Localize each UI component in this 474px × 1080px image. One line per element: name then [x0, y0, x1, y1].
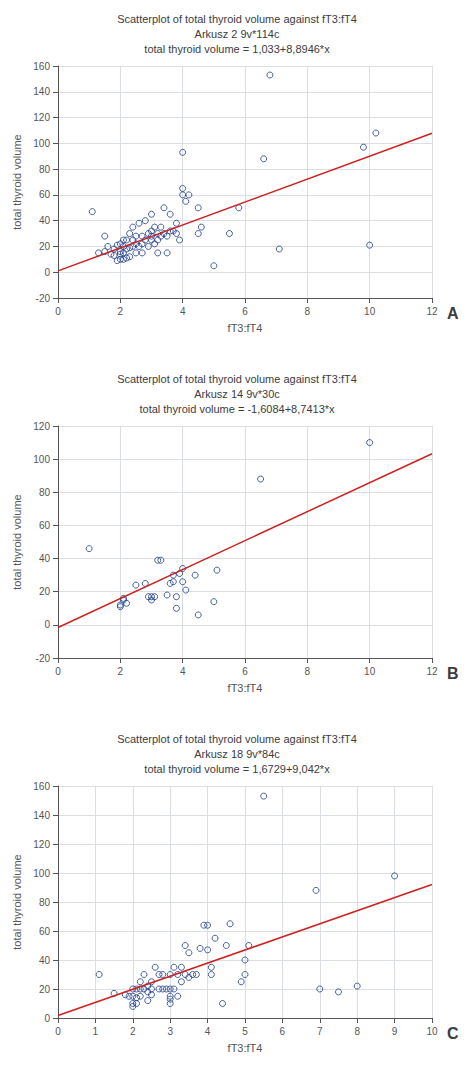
svg-text:4: 4 — [180, 306, 186, 317]
svg-text:4: 4 — [205, 1026, 211, 1037]
svg-text:60: 60 — [39, 926, 51, 937]
svg-text:20: 20 — [39, 984, 51, 995]
svg-text:100: 100 — [33, 868, 50, 879]
svg-text:40: 40 — [39, 553, 51, 564]
svg-text:A: A — [447, 305, 459, 322]
svg-text:160: 160 — [33, 781, 50, 792]
svg-text:-20: -20 — [36, 293, 51, 304]
svg-text:6: 6 — [242, 306, 248, 317]
svg-text:80: 80 — [39, 487, 51, 498]
svg-text:0: 0 — [44, 267, 50, 278]
svg-text:0: 0 — [44, 619, 50, 630]
svg-text:-20: -20 — [36, 653, 51, 664]
svg-text:10: 10 — [364, 306, 376, 317]
svg-text:fT3:fT4: fT3:fT4 — [228, 1042, 263, 1054]
svg-text:0: 0 — [44, 1013, 50, 1024]
svg-text:2: 2 — [130, 1026, 136, 1037]
svg-text:fT3:fT4: fT3:fT4 — [228, 322, 263, 334]
svg-text:total thyroid volume: total thyroid volume — [11, 494, 23, 589]
svg-text:fT3:fT4: fT3:fT4 — [228, 682, 263, 694]
svg-text:5: 5 — [242, 1026, 248, 1037]
svg-text:Arkusz 14 9v*30c: Arkusz 14 9v*30c — [194, 388, 280, 400]
svg-text:120: 120 — [33, 421, 50, 432]
svg-text:0: 0 — [55, 1026, 61, 1037]
svg-text:Scatterplot of total thyroid v: Scatterplot of total thyroid volume agai… — [117, 373, 357, 385]
svg-text:6: 6 — [280, 1026, 286, 1037]
svg-text:total thyroid volume = -1,6084: total thyroid volume = -1,6084+8,7413*x — [139, 403, 335, 415]
svg-text:60: 60 — [39, 520, 51, 531]
svg-text:10: 10 — [364, 666, 376, 677]
svg-text:100: 100 — [33, 454, 50, 465]
svg-text:1: 1 — [93, 1026, 99, 1037]
svg-text:4: 4 — [180, 666, 186, 677]
svg-text:6: 6 — [242, 666, 248, 677]
svg-text:C: C — [447, 1025, 459, 1042]
svg-text:Scatterplot of total thyroid v: Scatterplot of total thyroid volume agai… — [117, 733, 357, 745]
svg-text:total thyroid volume = 1,033+8: total thyroid volume = 1,033+8,8946*x — [144, 43, 330, 55]
svg-text:40: 40 — [39, 955, 51, 966]
svg-text:160: 160 — [33, 61, 50, 72]
svg-text:7: 7 — [317, 1026, 323, 1037]
svg-text:B: B — [447, 665, 459, 682]
svg-text:Arkusz 2 9v*114c: Arkusz 2 9v*114c — [195, 28, 280, 40]
svg-text:0: 0 — [55, 666, 61, 677]
svg-text:0: 0 — [55, 306, 61, 317]
svg-text:40: 40 — [39, 215, 51, 226]
svg-text:120: 120 — [33, 839, 50, 850]
svg-text:9: 9 — [392, 1026, 398, 1037]
svg-text:12: 12 — [426, 666, 438, 677]
svg-text:120: 120 — [33, 112, 50, 123]
svg-text:10: 10 — [426, 1026, 438, 1037]
svg-text:total thyroid volume: total thyroid volume — [11, 854, 23, 949]
svg-text:100: 100 — [33, 138, 50, 149]
svg-text:total thyroid volume: total thyroid volume — [11, 134, 23, 229]
svg-text:20: 20 — [39, 586, 51, 597]
svg-text:Arkusz 18 9v*84c: Arkusz 18 9v*84c — [194, 748, 280, 760]
svg-text:60: 60 — [39, 189, 51, 200]
svg-text:8: 8 — [354, 1026, 360, 1037]
svg-text:8: 8 — [305, 666, 311, 677]
svg-text:140: 140 — [33, 86, 50, 97]
svg-text:80: 80 — [39, 164, 51, 175]
svg-text:12: 12 — [426, 306, 438, 317]
svg-text:140: 140 — [33, 810, 50, 821]
svg-text:2: 2 — [118, 306, 124, 317]
svg-text:20: 20 — [39, 241, 51, 252]
svg-text:total thyroid volume = 1,6729+: total thyroid volume = 1,6729+9,042*x — [144, 763, 330, 775]
svg-text:3: 3 — [167, 1026, 173, 1037]
svg-text:Scatterplot of total thyroid v: Scatterplot of total thyroid volume agai… — [117, 13, 357, 25]
svg-text:2: 2 — [118, 666, 124, 677]
svg-text:8: 8 — [305, 306, 311, 317]
svg-text:80: 80 — [39, 897, 51, 908]
